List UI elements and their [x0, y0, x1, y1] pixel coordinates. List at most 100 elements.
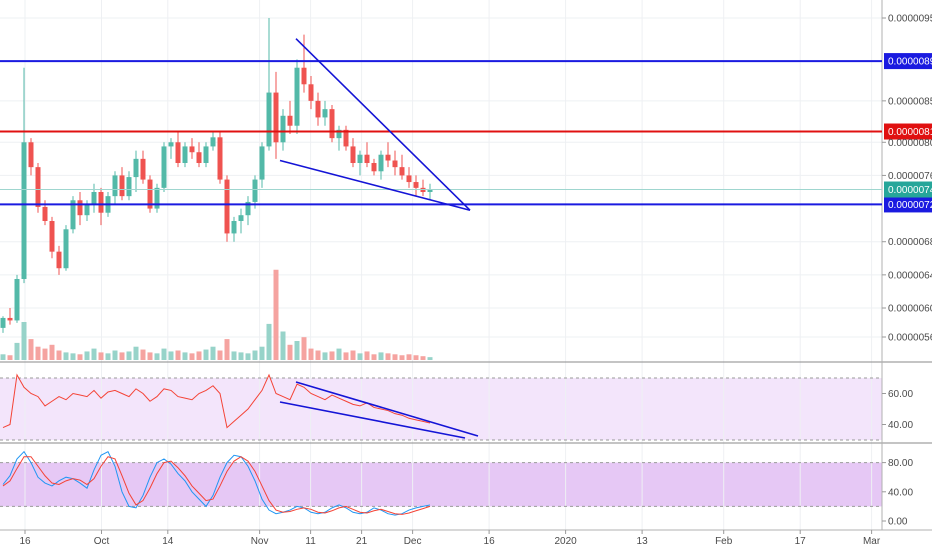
volume-bar [189, 353, 195, 360]
volume-bar [378, 352, 384, 360]
volume-bar [252, 350, 258, 360]
volume-bar [168, 351, 174, 360]
candle-body [252, 179, 258, 202]
volume-bar [399, 355, 405, 360]
volume-bar [273, 269, 279, 360]
volume-bar [77, 354, 83, 360]
volume-bar [301, 337, 307, 360]
volume-bar [119, 352, 125, 360]
candle-body [238, 215, 244, 221]
volume-bar [14, 342, 20, 360]
candle-body [287, 115, 293, 126]
candle-body [63, 229, 69, 269]
volume-bar [154, 353, 160, 360]
volume-bar [245, 353, 251, 360]
candle-body [189, 146, 195, 153]
time-tick-label: Feb [715, 536, 733, 547]
candle-body [413, 182, 419, 188]
volume-bar [217, 350, 223, 360]
volume-bar [203, 349, 209, 360]
candle-body [343, 129, 349, 147]
rsi-trend-lower [279, 401, 466, 439]
candle-body [224, 179, 230, 234]
candle-body [49, 221, 55, 252]
volume-bar [56, 350, 62, 360]
volume-bar [147, 352, 153, 360]
candle-body [196, 152, 202, 163]
rsi-tick-label: 40.00 [888, 420, 913, 431]
candle-body [21, 142, 27, 279]
candle-body [336, 129, 342, 139]
volume-bar [112, 350, 118, 360]
volume-bar [49, 344, 55, 360]
trend-lines[interactable] [279, 38, 471, 212]
volume-bar [329, 351, 335, 360]
rsi-line [2, 373, 431, 429]
volume-bar [336, 348, 342, 360]
candle-body [42, 206, 48, 221]
candle-body [154, 187, 160, 209]
volume-bar [126, 351, 132, 360]
candle-body [273, 92, 279, 143]
candle-body [392, 160, 398, 168]
candle-body [28, 142, 34, 168]
candle-body [140, 158, 146, 180]
price-label-box [884, 53, 932, 70]
volume-bar [182, 352, 188, 360]
volume-bar [133, 346, 139, 360]
time-tick-label: Dec [404, 536, 422, 547]
candle-body [301, 67, 307, 85]
candle-body [210, 137, 216, 147]
candle-body [161, 146, 167, 188]
volume-bar [210, 346, 216, 360]
candle-body [406, 175, 412, 183]
time-tick-label: Mar [863, 536, 881, 547]
time-tick-label: 17 [795, 536, 807, 547]
volume-bar [91, 348, 97, 360]
volume-bar [28, 339, 34, 360]
time-tick-label: 21 [356, 536, 368, 547]
price-axis[interactable]: 0.00000950 0.00000850 0.00000800 0.00000760… [882, 14, 932, 528]
time-tick-label: 11 [305, 536, 316, 547]
volume-bar [294, 341, 300, 360]
vertical-grid [0, 0, 882, 530]
candle-body [14, 279, 20, 321]
volume-bar [238, 352, 244, 360]
candle-body [322, 109, 328, 118]
price-tick-label: 0.00000640 [888, 270, 932, 281]
stoch-tick-label: 0.00 [888, 517, 908, 528]
candle-body [371, 163, 377, 172]
candle-body [350, 146, 356, 163]
volume-bar [392, 354, 398, 360]
candle-body [357, 154, 363, 163]
time-tick-label: 2020 [554, 536, 577, 547]
volume-bar [406, 354, 412, 360]
volume-bar [35, 346, 41, 360]
time-tick-label: Oct [94, 536, 110, 547]
candle-body [35, 167, 41, 207]
volume-bar [175, 350, 181, 360]
time-axis[interactable]: 16 Oct 14 Nov 11 21 Dec 16 2020 13 Feb 17 Mar [19, 530, 881, 547]
volume-bar [364, 351, 370, 360]
stoch-tick-label: 40.00 [888, 487, 913, 498]
time-tick-label: 16 [19, 536, 31, 547]
volume-bar [315, 350, 321, 360]
price-label: 0.00000898 [888, 57, 932, 68]
price-tick-label: 0.00000760 [888, 171, 932, 182]
volume-bar [231, 351, 237, 360]
candle-body [175, 142, 181, 163]
candle-body [91, 192, 97, 205]
volume-bar [0, 354, 6, 360]
price-tick-label: 0.00000850 [888, 96, 932, 107]
horizontal-lines[interactable]: 0.00000898 0.00000813 0.00000725 0.00000743 [0, 53, 932, 213]
price-label-box [884, 196, 932, 213]
candle-body [168, 142, 174, 147]
last-price-box [884, 181, 932, 198]
volume-bar [287, 344, 293, 360]
volume-bar [308, 348, 314, 360]
candle-body [231, 221, 237, 234]
volume-bar [98, 352, 104, 360]
volume-bars [0, 269, 433, 360]
price-tick-label: 0.00000600 [888, 304, 932, 315]
